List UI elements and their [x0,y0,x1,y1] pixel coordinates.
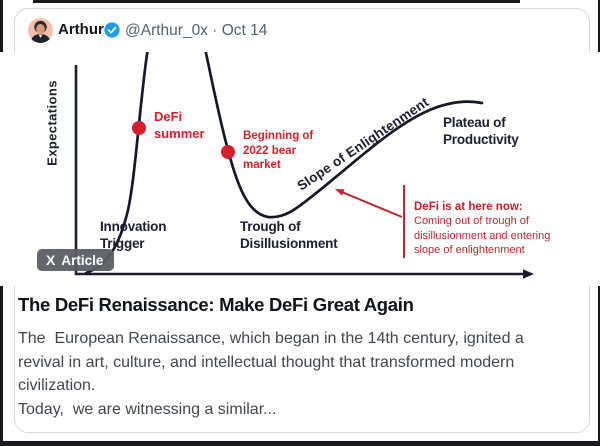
plateau-of-productivity-label: Plateau of Productivity [443,115,519,148]
axes [74,65,524,276]
defi-summer-point [132,121,146,135]
article-snippet: The European Renaissance, which began in… [18,330,524,418]
avatar-image [28,18,53,43]
handle-and-date: @Arthur_0x · Oct 14 [125,21,268,39]
display-name[interactable]: Arthur [58,21,104,38]
verified-badge-icon [104,22,120,38]
article-badge-label: Article [61,252,104,268]
y-axis-label: Expectations [44,80,60,166]
avatar[interactable] [28,18,53,43]
annotation-arrowhead [335,189,345,196]
hype-cycle-plot [74,52,534,279]
here-now-body: Coming out of trough of disillusionment … [414,215,551,256]
bear-market-label: Beginning of 2022 bear market [243,130,314,172]
screenshot-edge-bottom [0,440,600,446]
screenshot-edge-top [33,0,520,3]
hype-curve [84,52,484,275]
article-title[interactable]: The DeFi Renaissance: Make DeFi Great Ag… [18,294,414,315]
article-cover-chart[interactable]: Expectations DeFi summer Beginning of 20… [0,52,600,286]
defi-summer-label: DeFi summer [154,109,205,141]
here-now-title: DeFi is at here now: [414,200,523,213]
x-axis-arrowhead [523,269,534,279]
here-now-annotation: DeFi is at here now: Coming out of troug… [403,185,582,258]
x-logo-icon: X [46,252,56,268]
bear-market-point [221,145,235,159]
article-badge: X Article [37,249,115,271]
innovation-trigger-label: Innovation Trigger [100,219,167,252]
trough-of-disillusionment-label: Trough of Disillusionment [240,219,338,252]
annotation-arrow-line [342,191,403,218]
